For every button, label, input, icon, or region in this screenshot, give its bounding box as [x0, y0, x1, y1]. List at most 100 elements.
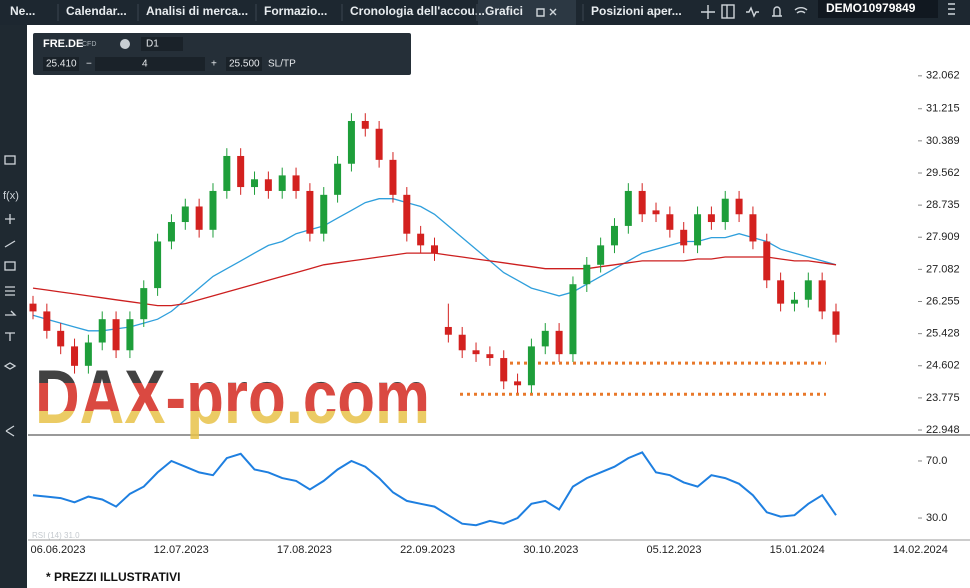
moving-average [32, 198, 837, 332]
top-icons [536, 3, 955, 19]
candle-body [431, 245, 438, 254]
candle-body [832, 311, 840, 335]
moving-average [32, 252, 837, 307]
candle-body [638, 190, 646, 215]
rsi-line [32, 451, 837, 527]
tab[interactable]: Posizioni aper... [591, 4, 682, 18]
watermark: DAX-pro.com [35, 355, 430, 440]
candle-body [237, 155, 245, 188]
x-tick-label: 06.06.2023 [30, 544, 85, 556]
y-tick-label: 23.775 [926, 392, 960, 404]
tab[interactable]: Formazio... [264, 4, 327, 18]
tab[interactable]: Calendar... [66, 4, 127, 18]
candle-body [597, 245, 605, 265]
candle-body [541, 330, 549, 347]
candle-body [389, 159, 397, 195]
y-tick-label: 32.062 [926, 70, 960, 82]
candle-body [264, 179, 272, 191]
candle-body [195, 206, 203, 230]
tool-icons[interactable] [3, 155, 17, 437]
candle-body [251, 179, 259, 188]
candle-body [610, 225, 618, 246]
candle-body [98, 319, 106, 343]
bid-box[interactable] [43, 57, 79, 71]
sl-tp-button[interactable]: SL/TP [268, 59, 296, 70]
rsi-label: RSI (14) 31.0 [32, 531, 80, 540]
candle-body [403, 194, 411, 234]
tab[interactable]: Ne... [10, 4, 35, 18]
candle-body [583, 264, 591, 285]
candle-body [444, 326, 452, 335]
account-mode: DEMO [826, 1, 862, 15]
x-tick-label: 12.07.2023 [154, 544, 209, 556]
candle-body [790, 299, 798, 304]
candle-body [527, 346, 535, 386]
candle-body [694, 214, 702, 246]
functions-button[interactable]: f(x) [3, 190, 19, 202]
y-tick-label: 70.0 [926, 455, 947, 467]
candle-body [29, 303, 37, 312]
x-tick-label: 15.01.2024 [770, 544, 825, 556]
bid[interactable]: 25.410 [46, 59, 77, 70]
candle-body [292, 175, 300, 191]
account-number: 10979849 [862, 1, 916, 15]
candle-body [514, 381, 522, 386]
y-tick-label: 30.0 [926, 512, 947, 524]
candle-body [569, 284, 577, 355]
account-box [818, 0, 938, 18]
y-tick-label: 30.389 [926, 135, 960, 147]
candle-body [652, 210, 660, 215]
candle-body [375, 128, 383, 160]
candle-body [140, 288, 148, 320]
candle-body [167, 222, 175, 242]
minus-button[interactable]: − [86, 59, 92, 70]
candle-body [735, 198, 743, 215]
y-tick-label: 24.602 [926, 360, 960, 372]
tab[interactable]: Cronologia dell'accou... [350, 4, 485, 18]
plus-button[interactable]: + [211, 59, 217, 70]
candle-body [749, 214, 757, 242]
candle-body [624, 190, 632, 226]
x-tick-label: 22.09.2023 [400, 544, 455, 556]
y-tick-label: 22.948 [926, 424, 960, 436]
quantity-box[interactable] [95, 57, 205, 71]
x-tick-label: 05.12.2023 [646, 544, 701, 556]
candle-body [666, 214, 674, 230]
candle-body [680, 229, 688, 246]
x-tick-label: 17.08.2023 [277, 544, 332, 556]
candle-body [804, 280, 812, 300]
candle-body [500, 358, 508, 382]
symbol[interactable]: FRE.DE [43, 38, 83, 50]
candle-body [417, 233, 425, 246]
candle-body [223, 155, 231, 191]
y-tick-label: 27.082 [926, 263, 960, 275]
candle-body [818, 280, 826, 312]
info-icon[interactable] [120, 39, 130, 49]
candle-body [154, 241, 162, 289]
candle-body [112, 319, 120, 351]
ask-box[interactable] [226, 57, 262, 71]
tab[interactable]: Grafici [485, 4, 523, 18]
quantity[interactable]: 4 [142, 59, 148, 70]
timeframe-select[interactable] [141, 37, 183, 51]
tab[interactable]: Analisi di merca... [146, 4, 248, 18]
candle-body [126, 319, 134, 351]
candle-body [209, 190, 217, 230]
candle-body [57, 330, 65, 347]
candle-body [181, 206, 189, 223]
ask[interactable]: 25.500 [229, 59, 260, 70]
candle-body [777, 280, 785, 304]
timeframe[interactable]: D1 [146, 39, 159, 50]
y-tick-label: 26.255 [926, 295, 960, 307]
candle-body [84, 342, 92, 366]
x-tick-label: 30.10.2023 [523, 544, 578, 556]
y-tick-label: 31.215 [926, 103, 960, 115]
candle-body [347, 120, 355, 164]
candle-body [763, 241, 771, 281]
candle-body [320, 194, 328, 234]
candle-body [306, 190, 314, 234]
candle-body [43, 311, 51, 331]
active-tab[interactable] [478, 0, 576, 25]
y-tick-label: 29.562 [926, 167, 960, 179]
